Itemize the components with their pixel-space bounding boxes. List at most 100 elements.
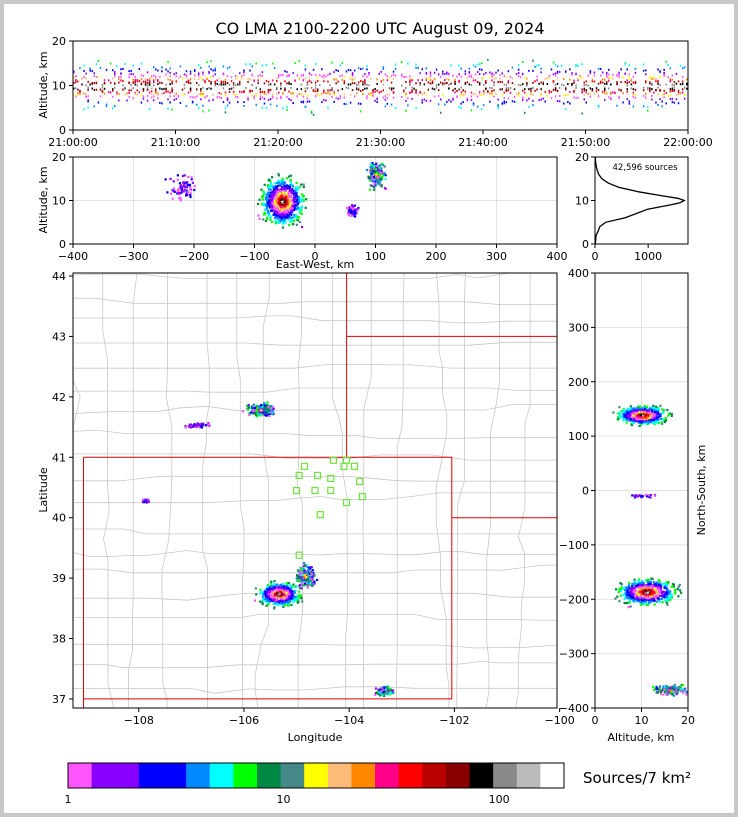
map-source: [279, 600, 282, 603]
time-altitude-source: [226, 75, 229, 78]
time-altitude-source: [87, 86, 89, 89]
time-altitude-source: [601, 71, 604, 74]
map-source: [252, 409, 255, 412]
ew-source: [272, 205, 275, 208]
ns-source: [649, 416, 652, 419]
ew-source: [378, 167, 381, 170]
time-altitude-source: [224, 93, 227, 96]
ns-source: [638, 582, 642, 585]
time-altitude-source: [341, 62, 344, 64]
ew-source: [273, 212, 276, 215]
time-altitude-source: [142, 89, 145, 92]
ew-source: [296, 188, 299, 191]
time-altitude-source: [604, 82, 606, 85]
time-altitude-source: [468, 86, 471, 88]
time-altitude-source: [77, 85, 79, 88]
ns-source: [638, 413, 641, 417]
time-altitude-source: [526, 84, 528, 87]
county-border: [73, 341, 557, 346]
time-altitude-source: [368, 93, 370, 95]
map-source: [299, 583, 302, 586]
time-altitude-source: [573, 89, 575, 92]
time-altitude-source: [610, 97, 612, 100]
map-source: [204, 424, 208, 427]
time-altitude-source: [569, 68, 571, 71]
ns-source: [664, 419, 667, 423]
map-source: [288, 595, 291, 598]
time-altitude-source: [73, 77, 75, 80]
time-altitude-source: [468, 83, 471, 86]
time-altitude-source: [483, 83, 485, 86]
map-source: [277, 598, 280, 601]
time-altitude-source: [153, 81, 155, 84]
ns-source: [666, 409, 669, 412]
time-altitude-source: [501, 81, 503, 84]
time-altitude-source: [505, 76, 508, 79]
time-altitude-source: [599, 81, 602, 84]
ns-source: [661, 418, 665, 421]
time-altitude-source: [99, 95, 102, 98]
ew-source: [354, 210, 357, 213]
time-altitude-source: [304, 85, 307, 88]
map-source: [270, 595, 273, 598]
time-altitude-source: [632, 105, 635, 108]
map-source: [272, 602, 275, 606]
time-altitude-source: [194, 96, 196, 99]
map-source: [273, 594, 276, 597]
altitude-ns-grid: [594, 272, 689, 709]
time-altitude-source: [222, 72, 225, 75]
time-altitude-source: [181, 88, 184, 91]
time-altitude-source: [126, 92, 128, 95]
ew-source: [285, 203, 289, 206]
ew-source: [280, 205, 283, 208]
map-source: [306, 573, 310, 576]
ew-ytick-label: 20: [52, 151, 66, 164]
county-border: [296, 273, 303, 708]
map-source: [265, 404, 268, 407]
map-source: [247, 403, 250, 407]
time-altitude-source: [661, 105, 663, 108]
time-altitude-source: [466, 85, 469, 88]
ns-source: [640, 582, 643, 585]
ns-source: [639, 415, 643, 418]
time-altitude-source: [583, 81, 585, 84]
ew-xtick-label: 400: [547, 250, 568, 263]
ns-source: [653, 414, 656, 417]
time-altitude-source: [261, 91, 264, 93]
time-altitude-source: [228, 88, 231, 91]
map-source: [271, 408, 274, 411]
time-altitude-source: [118, 81, 120, 84]
ns-source: [653, 597, 656, 600]
ew-source: [185, 189, 188, 192]
time-altitude-source: [83, 108, 85, 111]
map-source: [307, 568, 310, 571]
ns-source: [635, 417, 638, 420]
time-altitude-source: [485, 87, 487, 90]
map-source: [278, 592, 281, 595]
time-altitude-source: [528, 97, 530, 100]
map-source: [255, 410, 258, 414]
time-altitude-source: [478, 86, 481, 88]
ew-source: [164, 178, 167, 181]
time-altitude-source: [339, 64, 341, 67]
time-altitude-source: [132, 73, 134, 76]
time-altitude-source: [522, 96, 524, 99]
longitude-tick-label: −102: [439, 714, 469, 727]
map-source: [301, 572, 304, 575]
ew-source: [381, 175, 384, 179]
time-altitude-source: [384, 95, 387, 98]
county-border: [485, 273, 500, 708]
time-altitude-source: [165, 73, 167, 76]
ew-source: [353, 214, 356, 217]
ew-source: [285, 195, 288, 198]
map-source: [248, 413, 251, 416]
time-altitude-source: [148, 91, 151, 94]
county-border: [73, 404, 557, 414]
time-altitude-source: [292, 102, 294, 105]
ns-source: [641, 579, 644, 583]
time-altitude-source: [581, 63, 583, 66]
time-altitude-source: [146, 82, 149, 85]
ns-source: [636, 409, 639, 412]
time-altitude-source: [681, 80, 684, 83]
time-altitude-source: [169, 71, 171, 74]
